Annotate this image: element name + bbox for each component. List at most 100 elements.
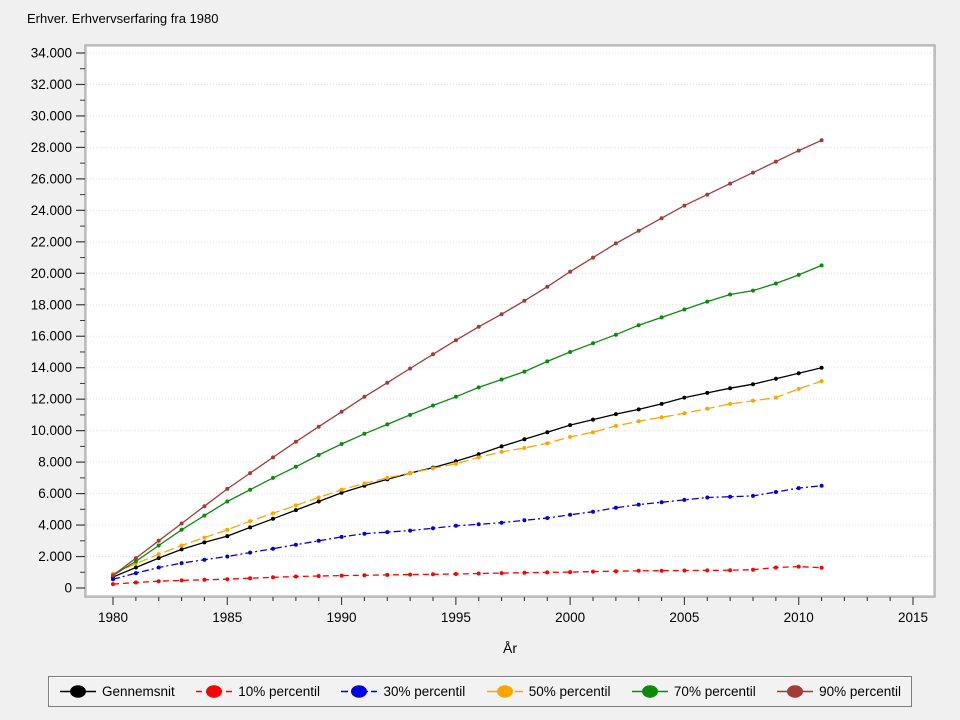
data-point bbox=[796, 371, 801, 376]
data-point bbox=[431, 572, 435, 577]
series-line-5 bbox=[112, 139, 822, 576]
data-point bbox=[225, 577, 230, 582]
data-point bbox=[248, 519, 253, 524]
data-point bbox=[385, 572, 390, 577]
data-point bbox=[476, 455, 481, 460]
data-point bbox=[499, 312, 504, 317]
data-point bbox=[522, 298, 527, 303]
data-point bbox=[682, 497, 687, 502]
data-point bbox=[613, 412, 618, 417]
y-tick-label: 32.000 bbox=[31, 77, 72, 92]
legend-marker-icon bbox=[196, 685, 233, 698]
data-point bbox=[271, 546, 275, 551]
data-point bbox=[316, 499, 321, 504]
data-point bbox=[316, 574, 321, 578]
data-point bbox=[179, 561, 184, 566]
data-point bbox=[819, 379, 824, 384]
data-point bbox=[293, 574, 298, 579]
y-tick-label: 12.000 bbox=[31, 392, 72, 407]
data-point bbox=[293, 542, 298, 547]
data-point bbox=[751, 398, 755, 403]
data-point bbox=[545, 516, 550, 520]
data-point bbox=[248, 471, 253, 476]
data-point bbox=[385, 475, 390, 480]
data-point bbox=[408, 366, 413, 371]
data-point bbox=[568, 570, 573, 575]
data-point bbox=[225, 554, 230, 559]
data-point bbox=[499, 571, 504, 576]
data-point bbox=[751, 567, 755, 572]
data-point bbox=[431, 403, 435, 408]
data-point bbox=[591, 341, 595, 346]
data-point bbox=[773, 565, 778, 570]
legend-label: 50% percentil bbox=[528, 684, 611, 699]
data-point bbox=[499, 449, 504, 454]
data-point bbox=[248, 576, 253, 581]
chart-title: Erhver. Erhvervserfaring fra 1980 bbox=[27, 11, 219, 26]
data-point bbox=[408, 471, 413, 476]
data-point bbox=[705, 568, 710, 573]
data-point bbox=[339, 487, 344, 492]
data-point bbox=[659, 401, 664, 406]
series-line-1 bbox=[112, 565, 822, 585]
data-point bbox=[773, 281, 778, 286]
data-point bbox=[568, 423, 573, 428]
data-point bbox=[316, 424, 321, 429]
data-point bbox=[568, 512, 573, 517]
data-point bbox=[591, 509, 595, 514]
data-point bbox=[682, 568, 687, 573]
data-point bbox=[568, 434, 573, 439]
series-line-3 bbox=[112, 380, 822, 575]
legend-item: Gennemsnit bbox=[59, 684, 175, 699]
legend-label: 30% percentil bbox=[383, 684, 466, 699]
data-point bbox=[591, 255, 595, 260]
data-point bbox=[156, 556, 161, 561]
data-point bbox=[408, 412, 413, 417]
data-point bbox=[682, 307, 687, 312]
y-tick-label: 28.000 bbox=[31, 140, 72, 155]
data-point bbox=[636, 323, 641, 328]
x-tick-label: 2010 bbox=[784, 610, 814, 625]
data-point bbox=[773, 395, 778, 400]
data-point bbox=[362, 573, 367, 578]
data-point bbox=[682, 395, 687, 400]
data-point bbox=[202, 557, 207, 562]
data-point bbox=[613, 569, 618, 574]
x-tick-label: 1980 bbox=[98, 610, 128, 625]
data-point bbox=[133, 559, 138, 564]
y-tick-label: 4.000 bbox=[38, 518, 72, 533]
data-point bbox=[728, 568, 733, 573]
data-point bbox=[751, 382, 755, 387]
data-point bbox=[316, 538, 321, 543]
data-point bbox=[156, 579, 161, 584]
legend-item: 70% percentil bbox=[631, 684, 756, 699]
data-point bbox=[111, 582, 115, 587]
data-point bbox=[339, 409, 344, 414]
data-point bbox=[682, 203, 687, 208]
plot-frame-outer bbox=[84, 44, 936, 598]
y-tick-label: 24.000 bbox=[31, 203, 72, 218]
data-point bbox=[773, 376, 778, 381]
data-point bbox=[225, 499, 230, 504]
data-point bbox=[613, 241, 618, 246]
data-point bbox=[613, 423, 618, 428]
data-point bbox=[179, 578, 184, 583]
data-point bbox=[522, 570, 527, 575]
data-point bbox=[408, 528, 413, 533]
series-line-2 bbox=[112, 485, 822, 580]
data-point bbox=[682, 411, 687, 416]
data-point bbox=[636, 502, 641, 507]
data-point bbox=[591, 417, 595, 422]
data-point bbox=[248, 525, 253, 530]
data-point bbox=[476, 324, 481, 329]
data-point bbox=[545, 441, 550, 446]
data-point bbox=[591, 569, 595, 574]
data-point bbox=[179, 521, 184, 526]
data-point bbox=[362, 431, 367, 436]
data-point bbox=[728, 292, 733, 297]
data-point bbox=[591, 430, 595, 435]
x-axis-title: År bbox=[503, 640, 517, 656]
line-chart: 0 2.000 4.000 6.000 8.000 10.000 12.000 14.000 1… bbox=[31, 44, 936, 656]
data-point bbox=[202, 577, 207, 582]
x-tick-label: 1985 bbox=[212, 610, 242, 625]
